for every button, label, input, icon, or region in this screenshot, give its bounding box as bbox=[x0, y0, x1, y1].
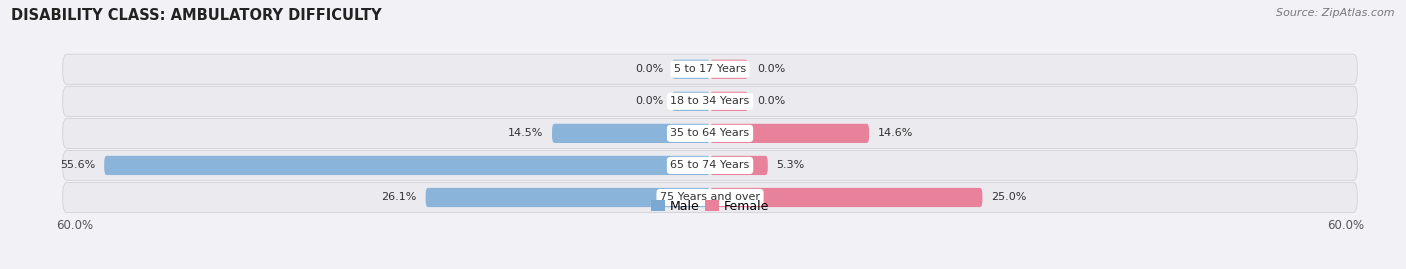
FancyBboxPatch shape bbox=[710, 60, 748, 79]
FancyBboxPatch shape bbox=[63, 182, 1357, 213]
FancyBboxPatch shape bbox=[553, 124, 710, 143]
FancyBboxPatch shape bbox=[63, 54, 1357, 84]
FancyBboxPatch shape bbox=[63, 86, 1357, 116]
Text: 5.3%: 5.3% bbox=[776, 160, 804, 171]
Text: 60.0%: 60.0% bbox=[56, 219, 93, 232]
Text: 35 to 64 Years: 35 to 64 Years bbox=[671, 128, 749, 138]
Text: 5 to 17 Years: 5 to 17 Years bbox=[673, 64, 747, 74]
Text: DISABILITY CLASS: AMBULATORY DIFFICULTY: DISABILITY CLASS: AMBULATORY DIFFICULTY bbox=[11, 8, 382, 23]
Text: 0.0%: 0.0% bbox=[636, 64, 664, 74]
FancyBboxPatch shape bbox=[672, 92, 710, 111]
Text: 18 to 34 Years: 18 to 34 Years bbox=[671, 96, 749, 106]
Text: 0.0%: 0.0% bbox=[636, 96, 664, 106]
Text: 75 Years and over: 75 Years and over bbox=[659, 193, 761, 203]
FancyBboxPatch shape bbox=[672, 60, 710, 79]
Text: 25.0%: 25.0% bbox=[991, 193, 1026, 203]
Text: 65 to 74 Years: 65 to 74 Years bbox=[671, 160, 749, 171]
FancyBboxPatch shape bbox=[710, 156, 768, 175]
FancyBboxPatch shape bbox=[710, 124, 869, 143]
Text: 0.0%: 0.0% bbox=[756, 64, 785, 74]
Text: 26.1%: 26.1% bbox=[381, 193, 418, 203]
FancyBboxPatch shape bbox=[710, 188, 983, 207]
Legend: Male, Female: Male, Female bbox=[647, 195, 773, 218]
Text: 14.5%: 14.5% bbox=[508, 128, 543, 138]
Text: 14.6%: 14.6% bbox=[877, 128, 914, 138]
Text: 60.0%: 60.0% bbox=[1327, 219, 1364, 232]
FancyBboxPatch shape bbox=[426, 188, 710, 207]
FancyBboxPatch shape bbox=[710, 92, 748, 111]
FancyBboxPatch shape bbox=[104, 156, 710, 175]
FancyBboxPatch shape bbox=[63, 118, 1357, 148]
Text: Source: ZipAtlas.com: Source: ZipAtlas.com bbox=[1277, 8, 1395, 18]
Text: 0.0%: 0.0% bbox=[756, 96, 785, 106]
Text: 55.6%: 55.6% bbox=[60, 160, 96, 171]
FancyBboxPatch shape bbox=[63, 150, 1357, 180]
